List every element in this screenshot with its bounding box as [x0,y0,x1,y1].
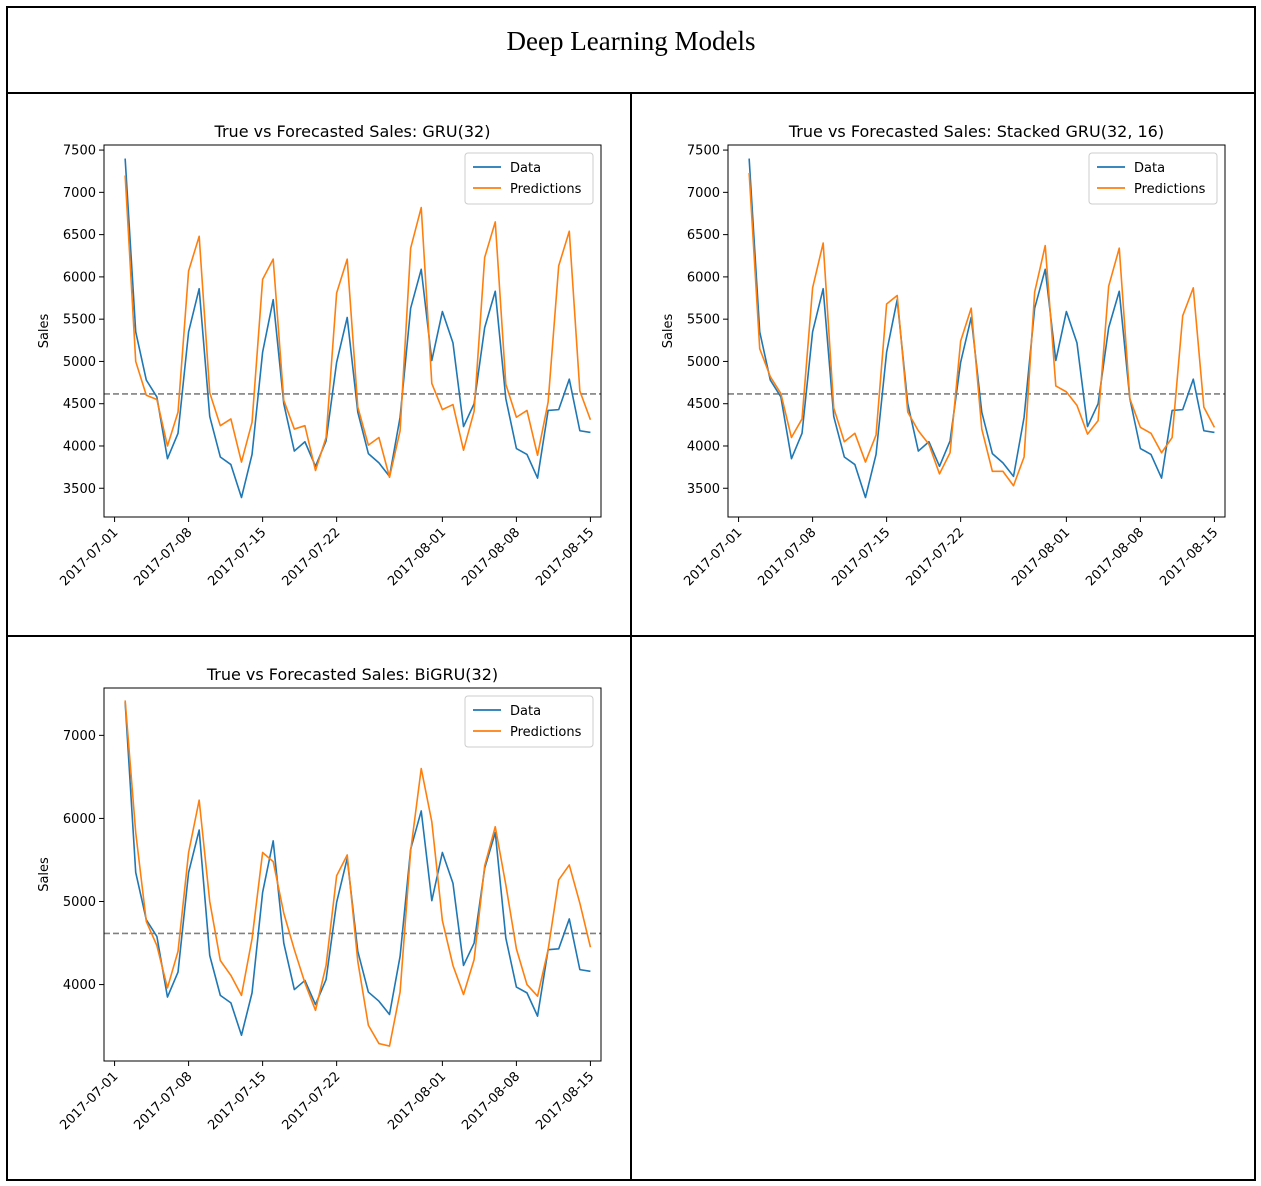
legend-label: Data [510,161,541,176]
x-tick-label: 2017-07-01 [57,525,121,589]
x-tick-label: 2017-07-01 [681,525,745,589]
y-tick-label: 7500 [63,144,96,159]
x-tick-label: 2017-07-08 [131,525,195,589]
series-line-data [124,702,591,1037]
x-tick-label: 2017-08-15 [533,525,597,589]
empty-cell [632,637,1254,1179]
x-tick-label: 2017-07-15 [829,525,893,589]
chart-cell-bigru: True vs Forecasted Sales: BiGRU(32) Sales… [8,637,632,1179]
x-tick-label: 2017-08-01 [1009,525,1073,589]
chart-cell-stacked-gru: True vs Forecasted Sales: Stacked GRU(32… [632,94,1254,637]
series-line-predictions [124,175,592,479]
x-tick-label: 2017-07-22 [279,525,343,589]
y-tick-label: 6000 [63,270,96,285]
chart-title: True vs Forecasted Sales: Stacked GRU(32… [788,122,1164,141]
x-tick-label: 2017-08-08 [459,525,523,589]
chart-cell-gru: True vs Forecasted Sales: GRU(32) Sales 35… [8,94,632,637]
legend-label: Predictions [510,725,582,740]
series-line-data [748,158,1215,499]
legend-label: Data [1134,161,1165,176]
plot-frame [103,144,602,518]
x-tick-label: 2017-08-08 [1083,525,1147,589]
y-tick-label: 7500 [687,144,720,159]
chart-stacked-gru: True vs Forecasted Sales: Stacked GRU(32… [661,122,1226,589]
y-tick-label: 3500 [687,482,720,497]
x-tick-label: 2017-08-08 [459,1069,523,1133]
y-tick-label: 5000 [63,355,96,370]
x-tick-label: 2017-08-15 [1157,525,1221,589]
y-tick-label: 7000 [63,729,96,744]
series-line-predictions [124,700,592,1047]
y-tick-label: 7000 [687,186,720,201]
y-tick-label: 4000 [63,978,96,993]
y-tick-label: 4500 [687,397,720,412]
y-axis-label: Sales [37,857,52,892]
x-tick-label: 2017-07-08 [131,1069,195,1133]
x-tick-label: 2017-07-15 [205,1069,269,1133]
y-tick-label: 7000 [63,186,96,201]
x-tick-label: 2017-07-22 [279,1069,343,1133]
y-tick-label: 6500 [687,228,720,243]
y-tick-label: 6000 [687,270,720,285]
y-axis-label: Sales [661,313,676,348]
legend-box [1088,152,1218,205]
chart-bigru: True vs Forecasted Sales: BiGRU(32) Sales… [37,665,602,1133]
chart-gru: True vs Forecasted Sales: GRU(32) Sales 35… [37,122,602,589]
y-tick-label: 4000 [687,439,720,454]
y-tick-label: 5000 [63,895,96,910]
x-tick-label: 2017-08-01 [385,1069,449,1133]
legend-label: Data [510,704,541,719]
y-tick-label: 3500 [63,482,96,497]
y-tick-label: 5000 [687,355,720,370]
chart-title: True vs Forecasted Sales: GRU(32) [214,122,491,141]
y-tick-label: 5500 [63,313,96,328]
y-tick-label: 4000 [63,439,96,454]
y-tick-label: 6000 [63,812,96,827]
legend-box [464,152,594,205]
y-axis-label: Sales [37,313,52,348]
series-line-data [124,158,591,499]
y-tick-label: 4500 [63,397,96,412]
x-tick-label: 2017-07-22 [903,525,967,589]
page-title: Deep Learning Models [506,26,756,56]
figure-header: Deep Learning Models [8,8,1254,94]
y-tick-label: 5500 [687,313,720,328]
legend-box [464,695,594,748]
legend-label: Predictions [510,182,582,197]
series-line-predictions [748,172,1216,487]
plot-frame [727,144,1226,518]
x-tick-label: 2017-08-15 [533,1069,597,1133]
x-tick-label: 2017-07-15 [205,525,269,589]
chart-title: True vs Forecasted Sales: BiGRU(32) [206,665,498,684]
y-tick-label: 6500 [63,228,96,243]
x-tick-label: 2017-07-08 [755,525,819,589]
legend-label: Predictions [1134,182,1206,197]
figure-frame: Deep Learning Models True vs Forecasted … [6,6,1256,1181]
x-tick-label: 2017-08-01 [385,525,449,589]
plot-frame [103,687,602,1062]
x-tick-label: 2017-07-01 [57,1069,121,1133]
